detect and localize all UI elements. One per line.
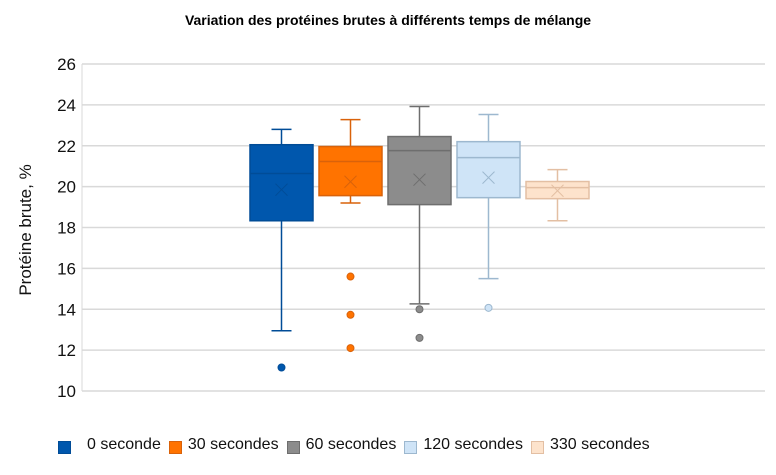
- mean-marker: [482, 171, 495, 184]
- legend-swatch: [530, 441, 544, 454]
- box-0-seconde: [249, 128, 314, 372]
- iqr-box: [249, 143, 314, 222]
- legend: 0 seconde 30 secondes 60 secondes 120 secon…: [58, 436, 658, 454]
- box-330-secondes: [525, 168, 590, 222]
- y-tick-label: 14: [57, 300, 76, 319]
- box-60-secondes: [387, 105, 452, 342]
- legend-swatch: [168, 441, 182, 454]
- box-120-secondes: [456, 113, 521, 312]
- mean-marker: [344, 175, 357, 189]
- iqr-box: [387, 135, 452, 206]
- legend-item: 120 secondes: [404, 436, 523, 454]
- outlier-point: [415, 305, 424, 314]
- mean-marker: [413, 173, 426, 187]
- legend-label: 0 seconde: [87, 436, 161, 453]
- y-tick-label: 18: [57, 219, 76, 238]
- y-tick-label: 16: [57, 259, 76, 278]
- legend-item: 330 secondes: [530, 436, 650, 454]
- y-tick-label: 10: [57, 382, 76, 401]
- outlier-point: [346, 310, 355, 319]
- chart-title: Variation des protéines brutes à différe…: [184, 12, 592, 28]
- legend-label: 120 secondes: [423, 436, 523, 453]
- y-tick-label: 20: [57, 178, 76, 197]
- outlier-point: [415, 333, 424, 342]
- iqr-box: [456, 140, 521, 199]
- legend-swatch: [286, 441, 300, 454]
- legend-label: 30 secondes: [187, 436, 279, 453]
- y-tick-label: 22: [57, 137, 76, 156]
- mean-marker: [551, 184, 564, 198]
- outlier-point: [277, 363, 286, 372]
- y-tick-label: 26: [57, 55, 76, 74]
- legend-swatch: [58, 441, 71, 454]
- y-axis-label: Protéine brute, %: [16, 164, 35, 295]
- legend-item: 60 secondes: [286, 436, 397, 454]
- y-tick-label: 12: [57, 341, 76, 360]
- legend-item: 30 secondes: [168, 436, 279, 454]
- outlier-point: [484, 303, 493, 312]
- mean-marker: [275, 183, 288, 197]
- legend-label: 330 secondes: [549, 436, 650, 453]
- legend-swatch: [404, 441, 418, 454]
- y-tick-label: 24: [57, 96, 76, 115]
- outlier-point: [346, 344, 355, 353]
- iqr-box: [318, 145, 383, 197]
- legend-item: 0 seconde: [58, 436, 161, 454]
- outlier-point: [346, 272, 355, 281]
- legend-label: 60 secondes: [305, 436, 397, 453]
- box-30-secondes: [318, 118, 383, 353]
